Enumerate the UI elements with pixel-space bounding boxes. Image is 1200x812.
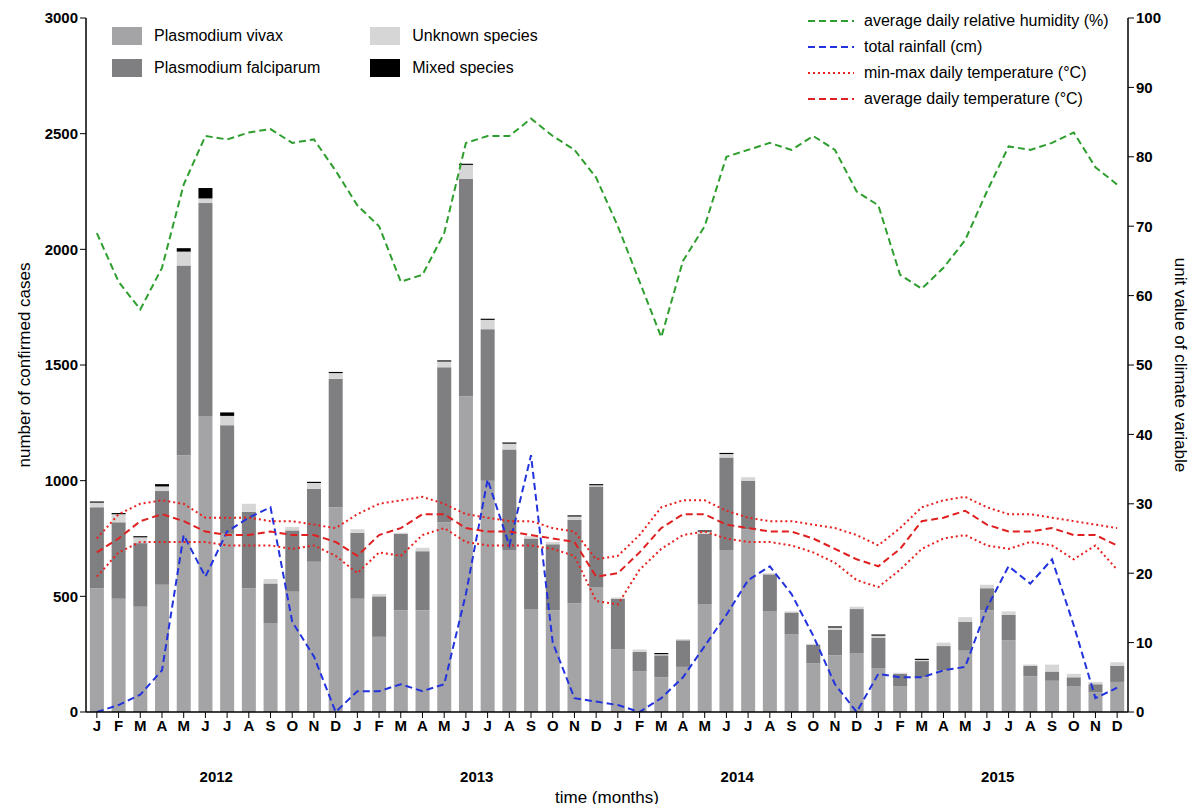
svg-text:F: F [895, 717, 904, 734]
svg-text:J: J [874, 717, 882, 734]
svg-text:M: M [395, 717, 408, 734]
svg-text:O: O [807, 717, 819, 734]
svg-text:80: 80 [1136, 148, 1153, 165]
html-text:average daily temperature (°C): average daily temperature (°C) [864, 90, 1083, 107]
svg-text:20: 20 [1136, 565, 1153, 582]
svg-text:J: J [744, 717, 752, 734]
svg-text:A: A [504, 717, 515, 734]
html-text:unit value of climate variable: unit value of climate variable [1171, 257, 1190, 473]
svg-text:D: D [330, 717, 341, 734]
svg-text:D: D [1112, 717, 1123, 734]
svg-text:500: 500 [53, 588, 78, 605]
svg-text:30: 30 [1136, 495, 1153, 512]
html-text:total rainfall (cm): total rainfall (cm) [864, 38, 983, 55]
html-text:Plasmodium vivax: Plasmodium vivax [154, 27, 283, 44]
svg-text:J: J [201, 717, 209, 734]
svg-text:A: A [1025, 717, 1036, 734]
html-text:Mixed species: Mixed species [412, 59, 514, 76]
svg-text:S: S [787, 717, 797, 734]
svg-text:F: F [635, 717, 644, 734]
svg-text:F: F [374, 717, 383, 734]
svg-text:J: J [483, 717, 491, 734]
svg-text:100: 100 [1136, 9, 1161, 26]
html-text:2013: 2013 [460, 768, 494, 785]
svg-text:O: O [547, 717, 559, 734]
svg-text:F: F [114, 717, 123, 734]
svg-text:S: S [1047, 717, 1057, 734]
svg-text:O: O [1068, 717, 1080, 734]
html-text:Unknown species: Unknown species [412, 27, 538, 44]
svg-text:J: J [983, 717, 991, 734]
svg-text:M: M [134, 717, 147, 734]
html-text:number of confirmed cases: number of confirmed cases [15, 262, 34, 468]
svg-text:40: 40 [1136, 426, 1153, 443]
svg-text:60: 60 [1136, 287, 1153, 304]
svg-text:M: M [655, 717, 668, 734]
svg-text:M: M [438, 717, 451, 734]
svg-text:M: M [177, 717, 190, 734]
svg-text:A: A [243, 717, 254, 734]
svg-text:N: N [309, 717, 320, 734]
svg-text:70: 70 [1136, 218, 1153, 235]
svg-text:J: J [1004, 717, 1012, 734]
svg-text:N: N [569, 717, 580, 734]
svg-text:D: D [851, 717, 862, 734]
svg-text:A: A [417, 717, 428, 734]
html-text:Plasmodium falciparum: Plasmodium falciparum [154, 59, 321, 76]
svg-text:M: M [698, 717, 711, 734]
svg-text:J: J [353, 717, 361, 734]
html-text:average daily relative humidit: average daily relative humidity (%) [864, 12, 1109, 29]
html-text:time (months): time (months) [555, 788, 659, 807]
svg-text:0: 0 [70, 703, 78, 720]
svg-text:J: J [93, 717, 101, 734]
svg-text:1000: 1000 [45, 472, 78, 489]
svg-text:J: J [722, 717, 730, 734]
svg-text:10: 10 [1136, 634, 1153, 651]
svg-text:J: J [462, 717, 470, 734]
svg-text:M: M [959, 717, 972, 734]
svg-text:A: A [678, 717, 689, 734]
svg-text:A: A [157, 717, 168, 734]
svg-text:S: S [266, 717, 276, 734]
html-text:2014: 2014 [720, 768, 754, 785]
svg-text:1500: 1500 [45, 356, 78, 373]
svg-text:S: S [526, 717, 536, 734]
html-text:2015: 2015 [981, 768, 1015, 785]
html-text:2012: 2012 [199, 768, 233, 785]
svg-text:2000: 2000 [45, 241, 78, 258]
svg-text:O: O [286, 717, 298, 734]
svg-text:3000: 3000 [45, 9, 78, 26]
svg-text:J: J [223, 717, 231, 734]
svg-text:J: J [614, 717, 622, 734]
svg-text:A: A [764, 717, 775, 734]
html-text:min-max daily temperature (°C): min-max daily temperature (°C) [864, 64, 1087, 81]
svg-text:M: M [916, 717, 929, 734]
svg-text:N: N [830, 717, 841, 734]
svg-text:D: D [591, 717, 602, 734]
svg-text:90: 90 [1136, 79, 1153, 96]
svg-text:N: N [1090, 717, 1101, 734]
svg-text:0: 0 [1136, 703, 1144, 720]
svg-text:2500: 2500 [45, 125, 78, 142]
svg-text:A: A [938, 717, 949, 734]
svg-text:50: 50 [1136, 356, 1153, 373]
